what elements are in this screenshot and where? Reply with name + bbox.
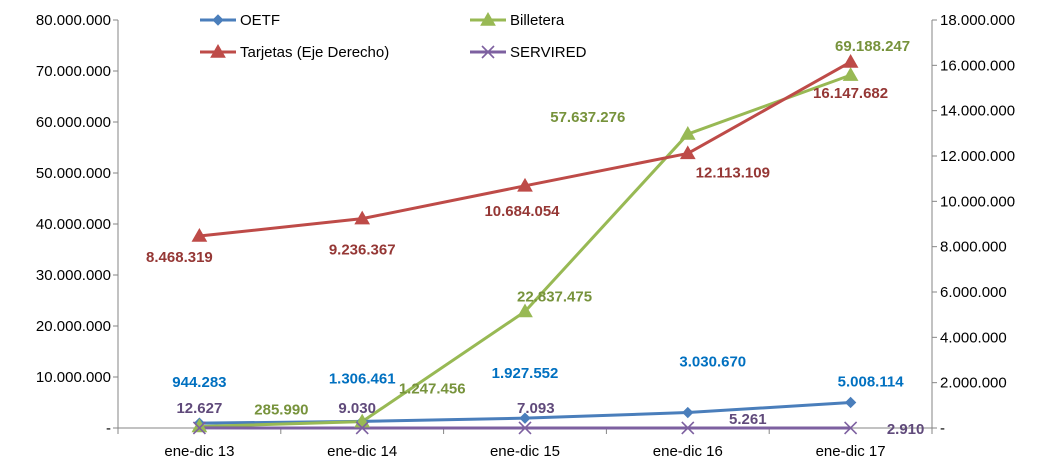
- data-point-oetf: [844, 396, 857, 409]
- y-right-tick-label: 18.000.000: [940, 12, 1015, 29]
- data-label-oetf: 944.283: [172, 374, 226, 391]
- data-point-oetf: [682, 406, 694, 419]
- data-point-servired: [355, 421, 369, 435]
- y-right-tick-label: 12.000.000: [940, 148, 1015, 165]
- data-point-tarjetas-eje-derecho: [679, 145, 696, 160]
- y-right-tick-label: 10.000.000: [940, 193, 1015, 210]
- x-tick-label: ene-dic 14: [327, 443, 397, 460]
- y-right-tick-label: 8.000.000: [940, 239, 1007, 256]
- data-point-tarjetas-eje-derecho: [191, 228, 208, 242]
- y-right-tick-label: 16.000.000: [940, 57, 1015, 74]
- data-point-tarjetas-eje-derecho: [517, 177, 533, 192]
- data-label-billetera: 57.637.276: [550, 109, 625, 126]
- data-label-servired: 5.261: [729, 411, 767, 428]
- legend-label-tarjetas-eje-derecho: Tarjetas (Eje Derecho): [240, 44, 389, 61]
- legend-label-oetf: OETF: [240, 12, 280, 29]
- data-label-billetera: 285.990: [254, 402, 308, 419]
- data-point-billetera: [517, 303, 533, 318]
- legend-marker-servired: [481, 45, 495, 59]
- data-point-servired: [681, 421, 695, 435]
- data-point-tarjetas-eje-derecho: [354, 210, 371, 225]
- data-point-billetera: [842, 67, 859, 81]
- legend-marker-billetera: [480, 11, 496, 26]
- x-tick-label: ene-dic 13: [164, 443, 234, 460]
- data-point-tarjetas-eje-derecho: [842, 53, 859, 68]
- data-point-servired: [192, 421, 206, 435]
- data-label-billetera: 22.837.475: [517, 289, 592, 306]
- data-label-servired: 9.030: [338, 400, 376, 417]
- x-tick-label: ene-dic 15: [490, 443, 560, 460]
- data-point-servired: [518, 421, 532, 435]
- y-right-tick-label: 6.000.000: [940, 284, 1007, 301]
- data-label-oetf: 5.008.114: [838, 373, 905, 390]
- x-tick-label: ene-dic 17: [816, 443, 886, 460]
- y-left-tick-label: 20.000.000: [36, 318, 111, 335]
- data-label-tarjetas-eje-derecho: 9.236.367: [329, 242, 396, 259]
- data-label-servired: 7.093: [517, 400, 555, 417]
- legend-label-servired: SERVIRED: [510, 44, 587, 61]
- data-label-tarjetas-eje-derecho: 10.684.054: [484, 203, 560, 220]
- y-left-tick-label: 10.000.000: [36, 369, 111, 386]
- data-label-billetera: 69.188.247: [835, 38, 910, 55]
- y-left-tick-label: 60.000.000: [36, 114, 111, 131]
- data-point-oetf: [519, 412, 531, 424]
- y-left-tick-label: 50.000.000: [36, 165, 111, 182]
- data-point-billetera: [191, 418, 208, 433]
- data-label-oetf: 1.927.552: [492, 365, 559, 382]
- data-label-billetera: 1.247.456: [399, 381, 466, 398]
- data-label-tarjetas-eje-derecho: 8.468.319: [146, 249, 213, 266]
- y-left-tick-label: 70.000.000: [36, 63, 111, 80]
- y-right-tick-label: 2.000.000: [940, 375, 1007, 392]
- data-point-billetera: [679, 126, 696, 140]
- data-label-servired: 12.627: [176, 400, 222, 417]
- y-left-tick-label: -: [106, 420, 111, 437]
- legend-label-billetera: Billetera: [510, 12, 565, 29]
- data-label-tarjetas-eje-derecho: 12.113.109: [696, 164, 770, 181]
- legend-marker-tarjetas-eje-derecho: [210, 43, 226, 58]
- y-left-tick-label: 80.000.000: [36, 12, 111, 29]
- y-right-tick-label: 4.000.000: [940, 329, 1007, 346]
- y-left-tick-label: 40.000.000: [36, 216, 111, 233]
- y-left-tick-label: 30.000.000: [36, 267, 111, 284]
- y-right-tick-label: 14.000.000: [940, 103, 1015, 120]
- legend-marker-oetf: [212, 14, 224, 26]
- data-point-servired: [844, 421, 858, 435]
- x-tick-label: ene-dic 16: [653, 443, 723, 460]
- data-label-oetf: 3.030.670: [679, 354, 746, 371]
- data-label-tarjetas-eje-derecho: 16.147.682: [813, 85, 888, 102]
- data-label-servired: 2.910: [887, 421, 925, 438]
- y-right-tick-label: -: [940, 420, 945, 437]
- data-label-oetf: 1.306.461: [329, 370, 396, 387]
